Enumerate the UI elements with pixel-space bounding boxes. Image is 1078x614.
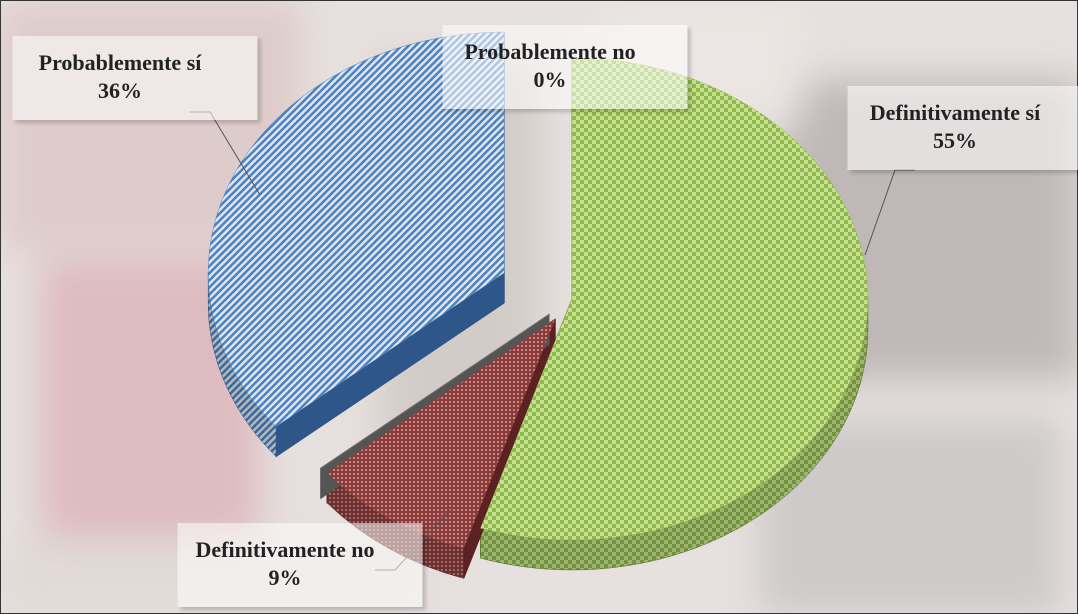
pie-slice [207,31,505,427]
pie-slice [320,314,550,469]
value-label: 36% [98,78,142,103]
pie-slice [480,57,869,541]
category-label: Definitivamente no [195,537,374,562]
pie-slice [326,318,556,549]
label-box [177,523,423,607]
label-box [847,86,1078,170]
data-label: Definitivamente no 9% [177,523,423,607]
data-label: Probablemente no 0% [442,25,688,109]
label-box [12,36,258,120]
value-label: 0% [534,67,567,92]
value-label: 55% [933,128,977,153]
category-label: Definitivamente sí [870,100,1041,125]
label-box [442,25,688,109]
category-label: Probablemente sí [39,50,203,75]
rim-shade [480,299,868,571]
value-label: 9% [269,565,302,590]
data-label: Definitivamente sí 55% [847,86,1078,170]
data-labels: Definitivamente sí 55% Definitivamente no 9… [12,25,1078,607]
data-label: Probablemente sí 36% [12,36,258,120]
slice-tops [207,31,869,549]
category-label: Probablemente no [464,39,635,64]
rim-shade [208,273,277,457]
